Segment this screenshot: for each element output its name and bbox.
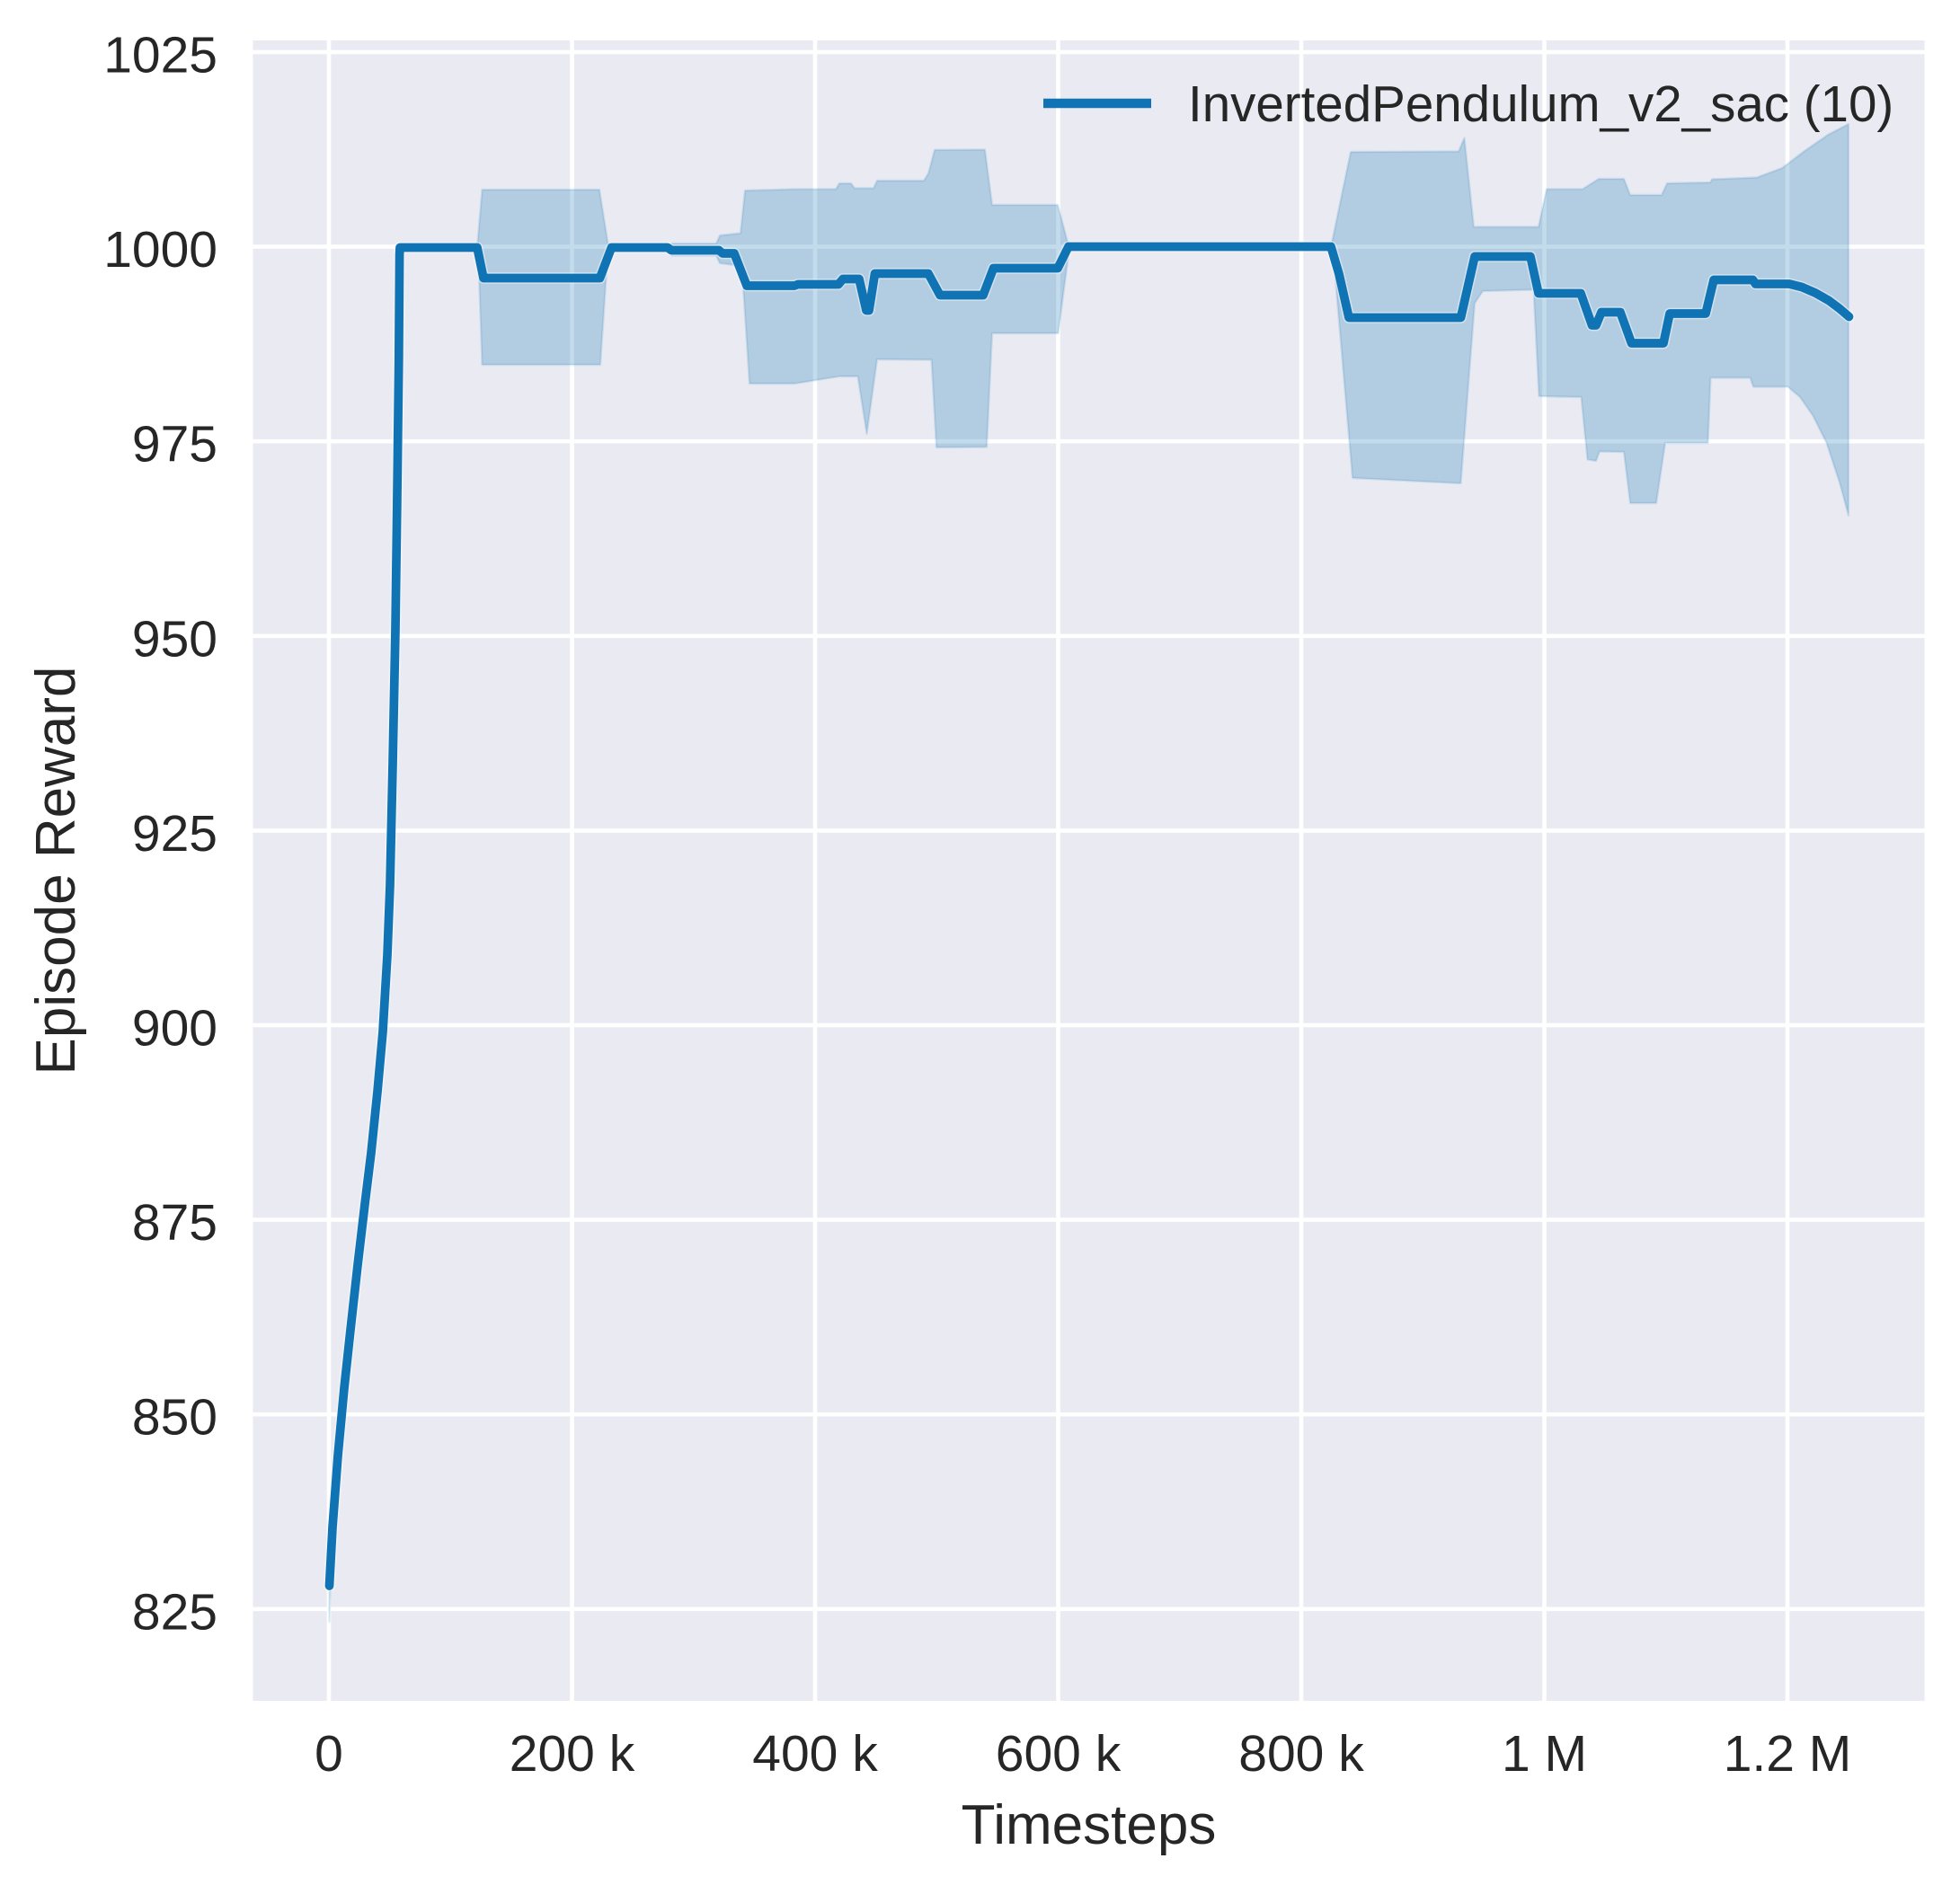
svg-text:1000: 1000 [103,221,217,279]
svg-text:900: 900 [132,1000,217,1058]
svg-text:875: 875 [132,1194,217,1252]
svg-text:925: 925 [132,805,217,863]
svg-text:Timesteps: Timesteps [962,1794,1217,1856]
svg-text:600 k: 600 k [996,1725,1122,1783]
svg-text:0: 0 [315,1725,343,1783]
svg-text:975: 975 [132,416,217,474]
svg-text:850: 850 [132,1389,217,1447]
svg-text:200 k: 200 k [510,1725,635,1783]
svg-text:1.2 M: 1.2 M [1724,1725,1852,1783]
svg-text:825: 825 [132,1583,217,1641]
svg-text:400 k: 400 k [752,1725,878,1783]
svg-text:1 M: 1 M [1502,1725,1587,1783]
svg-text:1025: 1025 [103,27,217,84]
svg-text:InvertedPendulum_v2_sac (10): InvertedPendulum_v2_sac (10) [1188,75,1893,132]
svg-text:950: 950 [132,610,217,668]
svg-text:800 k: 800 k [1238,1725,1364,1783]
svg-text:Episode Reward: Episode Reward [25,667,87,1075]
